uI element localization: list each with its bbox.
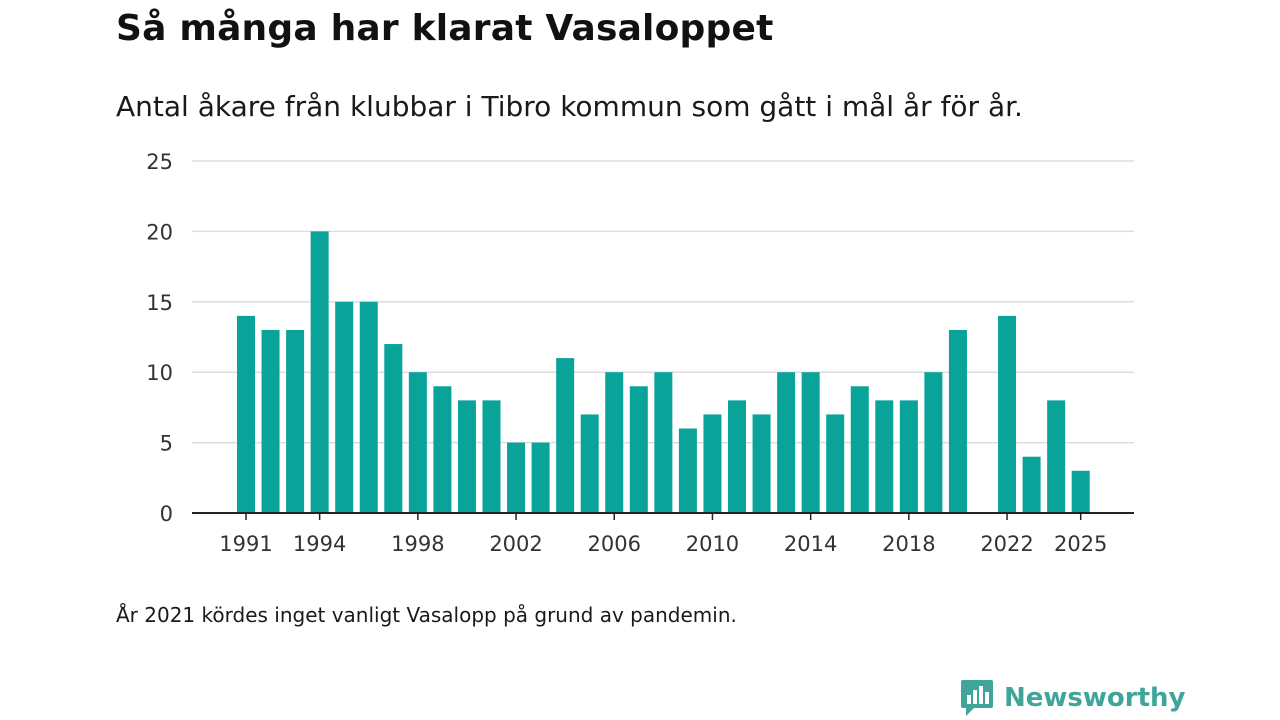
bar-2001 (482, 400, 501, 513)
bar-1995 (335, 301, 354, 513)
bar-1996 (359, 301, 378, 513)
bar-1997 (384, 344, 403, 513)
x-tick-label: 1991 (219, 532, 272, 556)
newsworthy-logo-icon (961, 680, 993, 716)
y-tick-label: 25 (146, 150, 173, 174)
bars (237, 231, 1090, 513)
brand-logo: Newsworthy (960, 678, 1185, 718)
bar-2009 (678, 428, 697, 513)
bar-2008 (654, 372, 673, 513)
bar-1993 (286, 329, 305, 513)
bar-1994 (310, 231, 329, 513)
chart-title: Så många har klarat Vasaloppet (116, 8, 774, 49)
bar-2020 (948, 329, 967, 513)
x-tick-label: 2025 (1054, 532, 1107, 556)
bar-2019 (924, 372, 943, 513)
bar-2018 (899, 400, 918, 513)
bar-2014 (801, 372, 820, 513)
x-tick-label: 2002 (489, 532, 542, 556)
bar-2013 (777, 372, 796, 513)
bar-2005 (580, 414, 599, 513)
bar-2025 (1071, 470, 1090, 513)
bar-2002 (507, 442, 526, 513)
y-tick-label: 20 (146, 220, 173, 244)
bar-2012 (752, 414, 771, 513)
y-tick-label: 5 (160, 432, 173, 456)
x-tick-label: 2018 (882, 532, 935, 556)
footnote: År 2021 kördes inget vanligt Vasalopp på… (116, 603, 737, 627)
x-tick-label: 2006 (588, 532, 641, 556)
bar-2011 (728, 400, 746, 513)
y-tick-label: 15 (146, 291, 173, 315)
bar-1992 (261, 329, 280, 513)
x-tick-label: 1994 (293, 532, 346, 556)
bar-1998 (408, 372, 427, 513)
bar-2023 (1022, 456, 1041, 513)
bar-2000 (457, 400, 476, 513)
bar-2017 (875, 400, 894, 513)
bar-2022 (998, 315, 1017, 513)
brand-name: Newsworthy (1004, 683, 1186, 713)
bar-1991 (237, 315, 255, 513)
bar-2007 (629, 386, 648, 513)
bar-2006 (605, 372, 624, 513)
bar-2003 (531, 442, 550, 513)
bar-2004 (556, 358, 575, 513)
x-tick-label: 1998 (391, 532, 444, 556)
bar-2016 (850, 386, 869, 513)
bar-1999 (433, 386, 452, 513)
bar-2010 (703, 414, 722, 513)
y-tick-label: 0 (160, 502, 173, 526)
x-tick-label: 2014 (784, 532, 837, 556)
x-tick-label: 2022 (980, 532, 1033, 556)
y-tick-label: 10 (146, 361, 173, 385)
bar-2024 (1047, 400, 1066, 513)
chart-subtitle: Antal åkare från klubbar i Tibro kommun … (116, 90, 1023, 123)
x-tick-label: 2010 (686, 532, 739, 556)
bar-2015 (826, 414, 845, 513)
